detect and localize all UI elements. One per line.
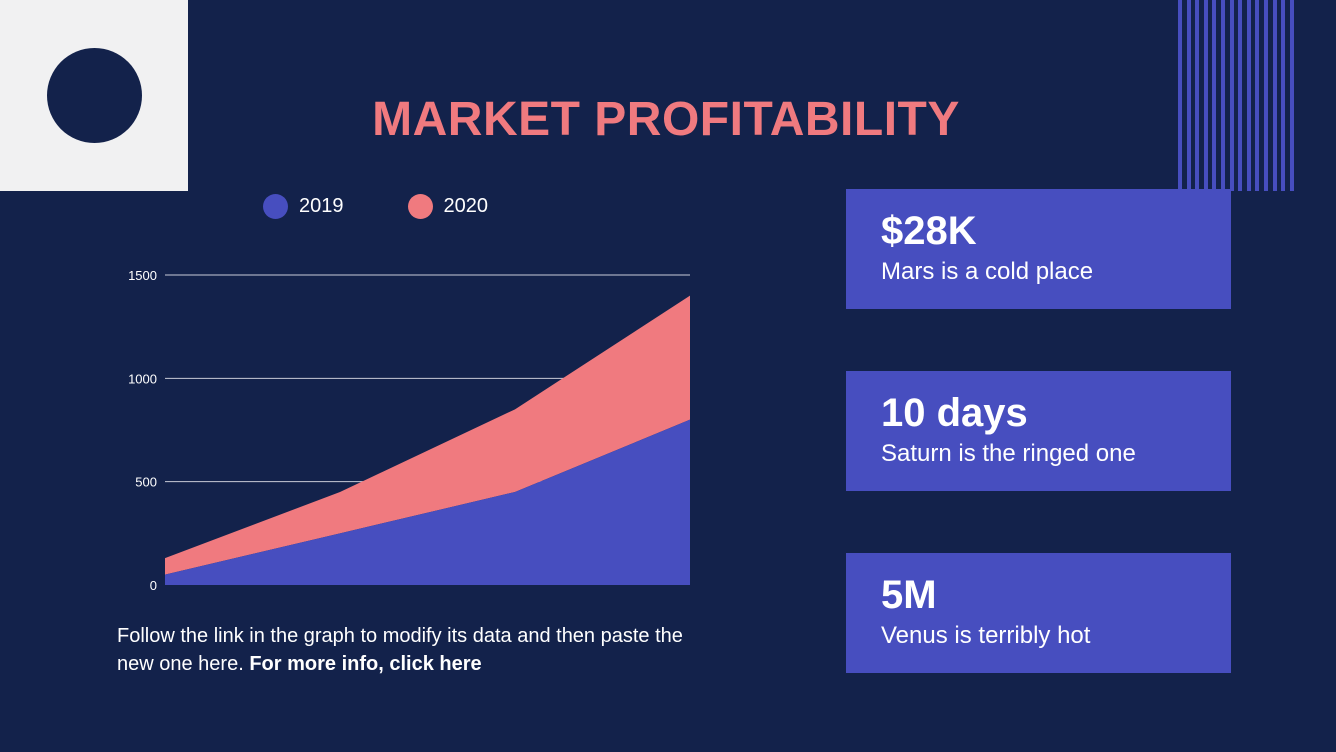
legend-label-2019: 2019 [299, 194, 344, 217]
stripe [1246, 0, 1251, 191]
stripe [1281, 0, 1286, 191]
stat-description: Saturn is the ringed one [881, 440, 1136, 467]
stat-value: 5M [881, 573, 937, 617]
legend-item-2020: 2020 [407, 193, 489, 219]
legend-label-2020: 2020 [443, 194, 489, 217]
stripes-decoration [1178, 0, 1300, 191]
caption-text: Follow the link in the graph to modify i… [117, 625, 683, 675]
chart-caption: Follow the link in the graph to modify i… [117, 622, 717, 678]
circle-decoration [47, 48, 142, 143]
stripe [1178, 0, 1182, 191]
legend-swatch-2019 [263, 193, 288, 219]
stat-card-users: 5M Venus is terribly hot [846, 553, 1231, 673]
stripe [1221, 0, 1225, 191]
y-tick-label: 1000 [128, 371, 157, 386]
stat-value: 10 days [881, 391, 1028, 435]
stripe [1229, 0, 1234, 191]
chart-legend: 2019 2020 [263, 193, 488, 219]
stripe [1212, 0, 1217, 191]
stat-card-revenue: $28K Mars is a cold place [846, 189, 1231, 309]
stripe [1255, 0, 1260, 191]
stripe [1195, 0, 1200, 191]
more-info-link[interactable]: For more info, click here [249, 653, 482, 675]
stripe [1203, 0, 1208, 191]
area-chart[interactable]: 0 500 1000 1500 [110, 255, 710, 600]
legend-swatch-2020 [407, 193, 433, 219]
area-series-2019 [165, 419, 690, 585]
y-tick-label: 1500 [128, 268, 157, 283]
stripe [1289, 0, 1294, 191]
stripe [1264, 0, 1268, 191]
y-tick-label: 500 [135, 475, 157, 490]
stat-card-days: 10 days Saturn is the ringed one [846, 371, 1231, 491]
y-tick-label: 0 [150, 578, 157, 593]
stat-description: Mars is a cold place [881, 258, 1094, 285]
stripe [1238, 0, 1243, 191]
stat-value: $28K [881, 209, 977, 253]
stripe [1186, 0, 1191, 191]
area-series-2020 [165, 295, 690, 575]
page-title: MARKET PROFITABILITY [372, 93, 960, 146]
corner-decoration-panel [0, 0, 188, 191]
stat-description: Venus is terribly hot [881, 622, 1091, 649]
legend-item-2019: 2019 [263, 193, 344, 219]
stripe [1272, 0, 1277, 191]
